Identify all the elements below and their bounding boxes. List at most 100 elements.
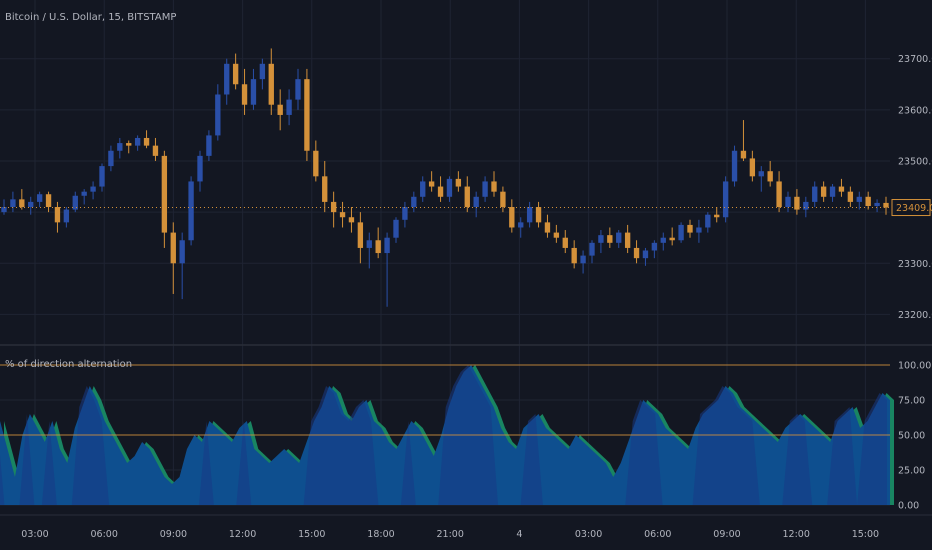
candle[interactable] xyxy=(464,176,470,213)
candle[interactable] xyxy=(45,191,52,213)
candle[interactable] xyxy=(767,160,773,187)
candle[interactable] xyxy=(446,176,453,202)
candle[interactable] xyxy=(535,201,542,228)
candle[interactable] xyxy=(589,240,595,264)
candle[interactable] xyxy=(81,189,87,205)
candle[interactable] xyxy=(232,53,239,90)
indicator-title[interactable]: % of direction alternation xyxy=(5,359,132,370)
candle[interactable] xyxy=(152,137,159,161)
candle[interactable] xyxy=(740,120,747,161)
candle[interactable] xyxy=(215,84,221,141)
candle[interactable] xyxy=(696,219,702,243)
candle[interactable] xyxy=(393,217,399,243)
candle[interactable] xyxy=(72,191,78,213)
candle[interactable] xyxy=(473,191,479,218)
candle[interactable] xyxy=(420,176,426,202)
candle[interactable] xyxy=(268,48,274,115)
candle[interactable] xyxy=(108,145,114,172)
candle[interactable] xyxy=(482,176,488,202)
candle[interactable] xyxy=(838,178,845,197)
candle[interactable] xyxy=(339,201,346,228)
candle[interactable] xyxy=(633,240,640,264)
candle[interactable] xyxy=(366,232,372,269)
candle[interactable] xyxy=(1,199,7,215)
candle[interactable] xyxy=(847,186,854,208)
oscillator-axis[interactable]: 100.00 75.00 50.00 25.00 0.00 xyxy=(898,361,931,512)
candle[interactable] xyxy=(758,166,764,192)
candle[interactable] xyxy=(322,160,328,213)
candle[interactable] xyxy=(170,222,176,294)
candle[interactable] xyxy=(188,176,194,246)
candle[interactable] xyxy=(313,140,319,182)
candle[interactable] xyxy=(776,171,782,213)
candle[interactable] xyxy=(437,176,444,202)
candle[interactable] xyxy=(241,68,248,115)
candle[interactable] xyxy=(598,230,604,254)
candle[interactable] xyxy=(829,184,836,202)
candle[interactable] xyxy=(224,58,230,105)
candle[interactable] xyxy=(518,217,524,238)
candle[interactable] xyxy=(286,89,292,126)
candle[interactable] xyxy=(357,212,364,264)
candle[interactable] xyxy=(812,181,818,208)
candle[interactable] xyxy=(428,171,435,192)
candle[interactable] xyxy=(669,227,675,246)
candle[interactable] xyxy=(63,207,70,228)
candle[interactable] xyxy=(384,232,390,307)
symbol-title[interactable]: Bitcoin / U.S. Dollar, 15, BITSTAMP xyxy=(5,12,176,23)
candle[interactable] xyxy=(277,89,283,131)
candle[interactable] xyxy=(19,189,25,210)
candle[interactable] xyxy=(259,58,266,90)
candle[interactable] xyxy=(295,68,301,110)
candle[interactable] xyxy=(509,199,515,233)
candle[interactable] xyxy=(375,227,381,259)
candle[interactable] xyxy=(642,247,649,266)
candle[interactable] xyxy=(865,191,871,210)
oscillator-pane[interactable] xyxy=(0,364,894,505)
candle[interactable] xyxy=(28,196,34,215)
candle[interactable] xyxy=(874,199,880,213)
candle[interactable] xyxy=(883,196,889,215)
candle[interactable] xyxy=(402,201,408,228)
candle[interactable] xyxy=(651,240,658,259)
candle[interactable] xyxy=(616,230,622,248)
candle[interactable] xyxy=(197,150,203,192)
candle[interactable] xyxy=(250,68,257,110)
candle[interactable] xyxy=(705,212,711,233)
candle[interactable] xyxy=(731,145,738,187)
candle[interactable] xyxy=(785,191,791,213)
candle[interactable] xyxy=(580,250,586,274)
candle[interactable] xyxy=(820,181,827,202)
candle[interactable] xyxy=(678,222,684,243)
candle[interactable] xyxy=(803,196,809,218)
time-axis[interactable]: 03:00 06:00 09:00 12:00 15:00 18:00 21:00 4 03:0… xyxy=(0,514,932,540)
candle[interactable] xyxy=(411,191,417,213)
candle[interactable] xyxy=(54,201,61,233)
candle[interactable] xyxy=(794,189,800,215)
candle[interactable] xyxy=(607,227,613,248)
candle[interactable] xyxy=(749,150,756,182)
candle[interactable] xyxy=(90,181,96,200)
candle[interactable] xyxy=(856,191,862,210)
candle[interactable] xyxy=(10,191,16,213)
candle[interactable] xyxy=(553,224,560,243)
candle[interactable] xyxy=(544,214,551,238)
candle[interactable] xyxy=(562,230,568,254)
candle[interactable] xyxy=(36,191,43,208)
candle[interactable] xyxy=(179,232,185,300)
candle[interactable] xyxy=(134,135,141,151)
candle[interactable] xyxy=(500,186,506,213)
candle[interactable] xyxy=(348,207,355,233)
candle[interactable] xyxy=(117,137,123,159)
candle[interactable] xyxy=(161,150,168,248)
candle[interactable] xyxy=(206,130,212,161)
candle[interactable] xyxy=(714,207,720,223)
candle[interactable] xyxy=(660,232,666,251)
price-candles[interactable] xyxy=(1,48,889,307)
candle[interactable] xyxy=(143,130,150,149)
candle[interactable] xyxy=(330,191,337,228)
candle[interactable] xyxy=(526,201,533,228)
candle[interactable] xyxy=(99,163,105,192)
candle[interactable] xyxy=(126,140,132,154)
